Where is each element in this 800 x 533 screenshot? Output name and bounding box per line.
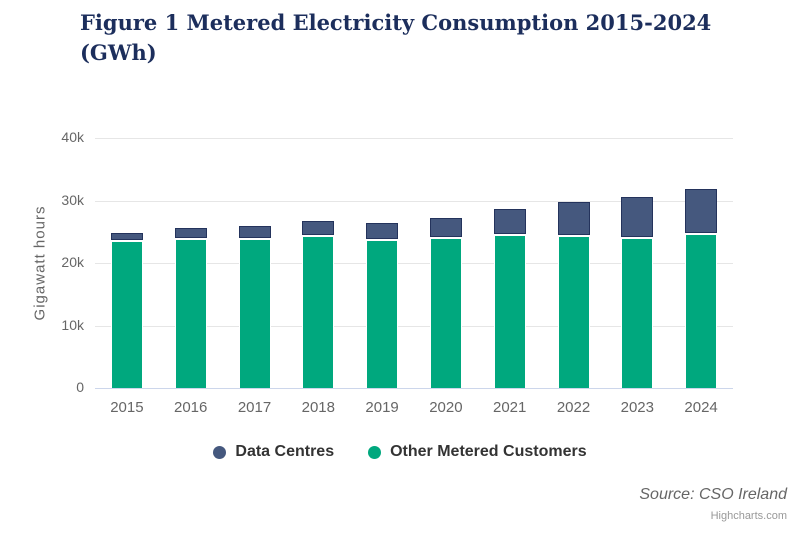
x-axis-label-2024: 2024	[684, 399, 718, 416]
x-axis-label-2019: 2019	[365, 399, 399, 416]
bar-2018-data-centres[interactable]	[302, 220, 335, 236]
bar-2019-data-centres[interactable]	[366, 222, 399, 240]
bar-2023-other-metered-customers[interactable]	[621, 237, 654, 388]
gridline-10k	[95, 325, 733, 327]
bar-2016-data-centres[interactable]	[174, 228, 207, 238]
gridline-40k	[95, 138, 733, 139]
x-axis-label-2021: 2021	[493, 399, 527, 416]
chart-title-line1: Figure 1 Metered Electricity Consumption…	[80, 10, 712, 35]
bar-2021-data-centres[interactable]	[493, 208, 526, 234]
bar-2022-other-metered-customers[interactable]	[557, 235, 590, 388]
bar-2020-data-centres[interactable]	[429, 218, 462, 238]
legend: Data Centres Other Metered Customers	[0, 443, 800, 461]
y-axis-label-40k: 40k	[61, 129, 84, 145]
bar-2024	[685, 189, 718, 388]
bar-2015-other-metered-customers[interactable]	[110, 241, 143, 388]
bar-2020-other-metered-customers[interactable]	[429, 238, 462, 388]
legend-item-data-centres[interactable]: Data Centres	[213, 443, 334, 461]
legend-label-other-metered-customers: Other Metered Customers	[390, 443, 587, 460]
gridline-20k	[95, 263, 733, 264]
bar-2023-data-centres[interactable]	[621, 197, 654, 237]
x-axis-label-2020: 2020	[429, 399, 463, 416]
bar-2021	[493, 208, 526, 388]
bar-2016	[174, 228, 207, 388]
bar-2017-data-centres[interactable]	[238, 226, 271, 238]
bar-2018	[302, 220, 335, 388]
y-axis-label-10k: 10k	[61, 316, 84, 333]
legend-marker-data-centres	[213, 445, 227, 459]
bar-2024-other-metered-customers[interactable]	[685, 233, 718, 388]
bar-2022-data-centres[interactable]	[557, 201, 590, 235]
bar-2021-other-metered-customers[interactable]	[493, 234, 526, 388]
bar-2015	[110, 232, 143, 388]
bar-2018-other-metered-customers[interactable]	[302, 236, 335, 388]
bar-2024-data-centres[interactable]	[685, 189, 718, 233]
bar-2019-other-metered-customers[interactable]	[366, 240, 399, 388]
bar-2017-other-metered-customers[interactable]	[238, 238, 271, 388]
y-axis-label-20k: 20k	[61, 254, 84, 270]
chart-title-line2: (GWh)	[80, 40, 157, 65]
highcharts-credits-link[interactable]: Highcharts.com	[710, 510, 787, 522]
bar-2020	[429, 218, 462, 388]
x-axis-label-2016: 2016	[174, 399, 208, 416]
chart-title: Figure 1 Metered Electricity Consumption…	[80, 8, 730, 68]
x-axis-label-2015: 2015	[110, 399, 144, 416]
bar-2015-data-centres[interactable]	[110, 232, 143, 241]
bar-2017	[238, 226, 271, 388]
plot-area	[95, 138, 733, 389]
source-caption: Source: CSO Ireland	[639, 486, 787, 503]
x-axis-label-2023: 2023	[620, 399, 654, 416]
legend-label-data-centres: Data Centres	[235, 443, 335, 460]
legend-item-other-metered-customers[interactable]: Other Metered Customers	[368, 443, 587, 461]
x-axis-label-2022: 2022	[556, 399, 591, 416]
bar-2022	[557, 201, 590, 388]
y-axis-label-0: 0	[76, 379, 84, 395]
y-axis-label-30k: 30k	[61, 191, 84, 208]
bar-2016-other-metered-customers[interactable]	[174, 238, 207, 388]
bar-2023	[621, 197, 654, 388]
x-axis-label-2018: 2018	[301, 399, 335, 416]
gridline-30k	[95, 200, 733, 202]
bar-2019	[366, 222, 399, 388]
x-axis-label-2017: 2017	[237, 399, 272, 416]
legend-marker-other-metered-customers	[368, 445, 382, 459]
